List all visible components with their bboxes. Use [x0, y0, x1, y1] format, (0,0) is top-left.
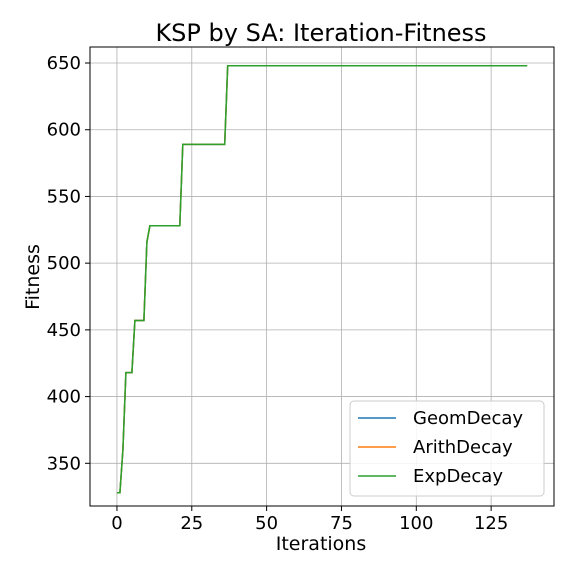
y-tick-label: 600	[47, 120, 81, 141]
x-tick-label: 0	[111, 513, 122, 534]
x-axis-label: Iterations	[276, 533, 367, 555]
y-tick-label: 650	[47, 53, 81, 74]
series-lines	[116, 64, 528, 494]
legend-label: GeomDecay	[413, 408, 523, 429]
series-line-expdecay	[116, 64, 528, 494]
y-tick-label: 450	[47, 320, 81, 341]
x-axis-ticks: 0 25 50 75 100 125	[111, 506, 508, 534]
y-axis-ticks: 350 400 450 500 550 600 650	[47, 53, 90, 474]
y-tick-label: 350	[47, 453, 81, 474]
legend-box	[349, 400, 545, 497]
y-tick-label: 500	[47, 253, 81, 274]
x-tick-label: 125	[474, 513, 508, 534]
legend: GeomDecay ArithDecay ExpDecay	[349, 400, 545, 497]
x-tick-label: 25	[180, 513, 203, 534]
x-tick-label: 50	[255, 513, 278, 534]
plot-frame	[89, 46, 555, 507]
y-tick-label: 550	[47, 186, 81, 207]
legend-label: ArithDecay	[413, 437, 513, 458]
legend-label: ExpDecay	[413, 466, 503, 487]
y-axis-label: Fitness	[22, 244, 44, 310]
chart-title: KSP by SA: Iteration-Fitness	[155, 19, 486, 47]
y-tick-label: 400	[47, 387, 81, 408]
x-tick-label: 75	[330, 513, 353, 534]
grid	[90, 47, 554, 506]
x-tick-label: 100	[399, 513, 433, 534]
